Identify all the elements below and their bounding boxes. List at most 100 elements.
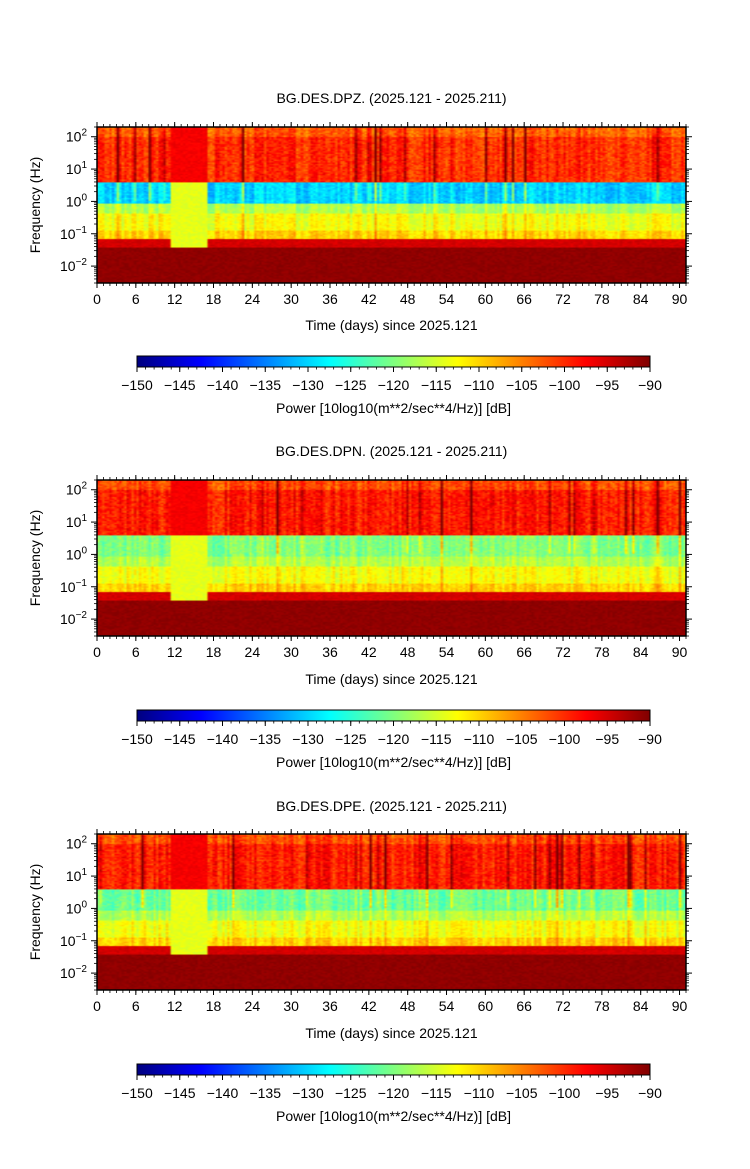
plot-frame [96,833,687,991]
colorbar-tick-label: −90 [638,1085,662,1101]
y-tick-label: 10−1 [60,578,87,595]
x-tick-label: 78 [594,998,610,1014]
x-tick-label: 42 [361,998,377,1014]
colorbar-tick-label: −120 [378,731,410,747]
y-tick-label: 10−1 [60,932,87,949]
colorbar-tick-label: −130 [292,731,324,747]
x-tick-label: 12 [167,291,183,307]
y-axis-label: Frequency (Hz) [27,510,43,606]
colorbar-tick-label: −150 [121,731,153,747]
colorbar-tick-label: −140 [207,377,239,393]
x-tick-label: 84 [633,998,649,1014]
x-tick-label: 42 [361,644,377,660]
x-axis-label: Time (days) since 2025.121 [305,671,477,687]
colorbar [136,709,651,722]
spectrogram-panel: BG.DES.DPZ. (2025.121 - 2025.211) 0 6 12 18 2… [27,90,692,416]
plot-frame [96,479,687,637]
x-tick-label: 30 [283,291,299,307]
colorbar-label: Power [10log10(m**2/sec**4/Hz)] [dB] [276,754,511,770]
x-tick-label: 18 [206,998,222,1014]
x-tick-label: 36 [322,291,338,307]
colorbar-label: Power [10log10(m**2/sec**4/Hz)] [dB] [276,1108,511,1124]
x-tick-label: 66 [516,291,532,307]
colorbar-tick-label: −130 [292,1085,324,1101]
spectrogram-panel: BG.DES.DPE. (2025.121 - 2025.211) 0 6 12 18 2… [27,798,692,1124]
colorbar-tick-label: −130 [292,377,324,393]
y-tick-label: 10−2 [60,257,87,274]
colorbar-tick-label: −145 [164,731,196,747]
panel-title: BG.DES.DPN. (2025.121 - 2025.211) [276,443,508,459]
x-tick-label: 0 [93,291,101,307]
colorbar-tick-label: −95 [595,1085,619,1101]
colorbar-tick-label: −120 [378,1085,410,1101]
y-tick-label: 102 [66,481,88,498]
colorbar [136,1063,651,1076]
y-tick-label: 100 [66,192,88,209]
y-tick-label: 100 [66,545,88,562]
x-tick-label: 6 [132,291,140,307]
x-tick-label: 54 [439,291,455,307]
x-tick-label: 60 [478,998,494,1014]
y-axis-label: Frequency (Hz) [27,864,43,960]
colorbar-tick-label: −115 [421,731,452,747]
x-tick-label: 0 [93,998,101,1014]
colorbar-tick-label: −100 [549,377,581,393]
colorbar-tick-label: −95 [595,731,619,747]
x-tick-label: 78 [594,291,610,307]
x-tick-label: 12 [167,644,183,660]
x-tick-label: 84 [633,644,649,660]
colorbar-tick-label: −100 [549,731,581,747]
colorbar-tick-label: −140 [207,731,239,747]
y-tick-label: 101 [66,160,88,177]
colorbar-tick-label: −145 [164,377,196,393]
colorbar-tick-label: −115 [421,377,452,393]
x-tick-label: 0 [93,644,101,660]
panel-title: BG.DES.DPZ. (2025.121 - 2025.211) [276,90,506,106]
y-tick-label: 100 [66,899,88,916]
colorbar-tick-label: −90 [638,731,662,747]
x-tick-label: 6 [132,644,140,660]
x-tick-label: 42 [361,291,377,307]
colorbar-tick-label: −90 [638,377,662,393]
x-tick-label: 90 [672,291,688,307]
colorbar-tick-label: −145 [164,1085,196,1101]
colorbar-tick-label: −115 [421,1085,452,1101]
colorbar-label: Power [10log10(m**2/sec**4/Hz)] [dB] [276,400,511,416]
spectrogram-image [97,480,686,636]
colorbar-tick-label: −105 [506,731,538,747]
x-tick-label: 90 [672,644,688,660]
colorbar-tick-label: −105 [506,1085,538,1101]
plot-frame [96,126,687,284]
colorbar-tick-label: −135 [249,377,281,393]
colorbar-tick-label: −150 [121,1085,153,1101]
spectrogram-panel: BG.DES.DPN. (2025.121 - 2025.211) 0 6 12 18 2… [27,443,692,770]
colorbar-tick-label: −125 [335,1085,367,1101]
spectrogram-image [97,834,686,990]
x-tick-label: 30 [283,644,299,660]
colorbar-tick-label: −110 [464,731,495,747]
colorbar [136,355,651,368]
x-tick-label: 66 [516,644,532,660]
colorbar-tick-label: −140 [207,1085,239,1101]
x-tick-label: 78 [594,644,610,660]
panel-title: BG.DES.DPE. (2025.121 - 2025.211) [276,798,507,814]
x-tick-label: 60 [478,644,494,660]
colorbar-tick-label: −105 [506,377,538,393]
x-tick-label: 60 [478,291,494,307]
x-tick-label: 84 [633,291,649,307]
y-tick-label: 10−1 [60,225,87,242]
x-tick-label: 12 [167,998,183,1014]
x-tick-label: 54 [439,644,455,660]
x-tick-label: 48 [400,291,416,307]
y-tick-label: 101 [66,513,88,530]
x-tick-label: 36 [322,644,338,660]
x-axis-label: Time (days) since 2025.121 [305,1025,477,1041]
x-tick-label: 30 [283,998,299,1014]
x-tick-label: 72 [555,644,571,660]
x-tick-label: 48 [400,644,416,660]
y-tick-label: 10−2 [60,610,87,627]
x-tick-label: 24 [245,998,261,1014]
y-tick-label: 101 [66,867,88,884]
x-tick-label: 72 [555,998,571,1014]
